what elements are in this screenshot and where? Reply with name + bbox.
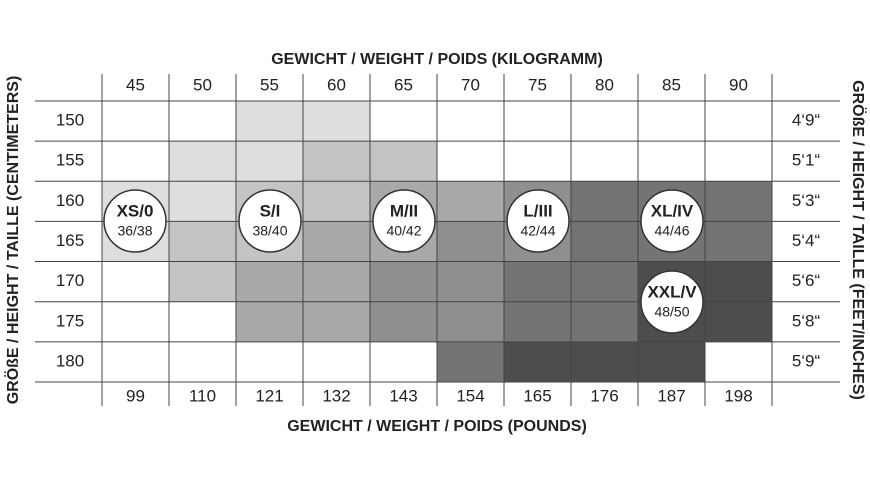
lb-label: 176 bbox=[590, 386, 618, 405]
left-title: GRÖßE / HEIGHT / TAILLE (CENTIMETERS) bbox=[3, 76, 22, 405]
size-cell bbox=[370, 301, 437, 342]
size-cell bbox=[705, 261, 772, 302]
size-cell bbox=[236, 301, 303, 342]
kg-label: 75 bbox=[528, 75, 547, 94]
size-cell bbox=[370, 141, 437, 182]
bottom-title: GEWICHT / WEIGHT / POIDS (POUNDS) bbox=[287, 418, 587, 435]
kg-label: 80 bbox=[595, 75, 614, 94]
lb-label: 154 bbox=[456, 386, 484, 405]
size-badge bbox=[640, 270, 704, 334]
lb-label: 187 bbox=[657, 386, 685, 405]
kg-label: 65 bbox=[394, 75, 413, 94]
size-cell bbox=[504, 301, 571, 342]
size-cell bbox=[370, 261, 437, 302]
size-number: 48/50 bbox=[654, 304, 689, 320]
size-name: XL/IV bbox=[651, 201, 694, 220]
size-number: 44/46 bbox=[654, 223, 689, 239]
size-cell bbox=[437, 221, 504, 262]
top-title: GEWICHT / WEIGHT / POIDS (KILOGRAMM) bbox=[271, 51, 603, 68]
size-badge bbox=[103, 189, 167, 253]
kg-label: 50 bbox=[193, 75, 212, 94]
size-cell bbox=[303, 141, 370, 182]
size-cell bbox=[303, 101, 370, 142]
size-cell bbox=[303, 221, 370, 262]
size-cell bbox=[236, 141, 303, 182]
cm-label: 175 bbox=[56, 311, 84, 330]
size-cell bbox=[303, 261, 370, 302]
cm-label: 165 bbox=[56, 231, 84, 250]
cm-label: 170 bbox=[56, 271, 84, 290]
cm-label: 150 bbox=[56, 111, 84, 130]
size-cell bbox=[169, 181, 236, 222]
size-cell bbox=[705, 221, 772, 262]
size-cell bbox=[169, 261, 236, 302]
lb-label: 198 bbox=[724, 386, 752, 405]
size-cell bbox=[236, 101, 303, 142]
size-number: 42/44 bbox=[520, 223, 555, 239]
size-badge bbox=[506, 189, 570, 253]
size-cell bbox=[169, 221, 236, 262]
ft-label: 5‘1“ bbox=[792, 151, 821, 170]
size-number: 38/40 bbox=[252, 223, 287, 239]
size-cell bbox=[236, 261, 303, 302]
ft-label: 5‘4“ bbox=[792, 231, 821, 250]
size-badge bbox=[372, 189, 436, 253]
lb-label: 165 bbox=[523, 386, 551, 405]
kg-label: 70 bbox=[461, 75, 480, 94]
size-badge bbox=[238, 189, 302, 253]
kg-label: 55 bbox=[260, 75, 279, 94]
lb-label: 121 bbox=[255, 386, 283, 405]
ft-label: 4‘9“ bbox=[792, 111, 821, 130]
size-cell bbox=[571, 341, 638, 382]
size-cell bbox=[437, 181, 504, 222]
lb-label: 110 bbox=[189, 386, 216, 405]
size-cell bbox=[705, 181, 772, 222]
size-cell bbox=[571, 261, 638, 302]
kg-label: 85 bbox=[662, 75, 681, 94]
size-cell bbox=[571, 221, 638, 262]
lb-label: 99 bbox=[126, 386, 145, 405]
right-title: GRÖßE / HEIGHT / TAILLE (FEET/INCHES) bbox=[849, 80, 868, 400]
ft-label: 5‘6“ bbox=[792, 271, 821, 290]
ft-label: 5‘9“ bbox=[792, 351, 821, 370]
size-cell bbox=[303, 301, 370, 342]
size-cell bbox=[437, 341, 504, 382]
cm-label: 160 bbox=[56, 191, 84, 210]
cm-label: 180 bbox=[56, 351, 84, 370]
size-number: 36/38 bbox=[117, 223, 152, 239]
size-cell bbox=[437, 261, 504, 302]
cm-label: 155 bbox=[56, 151, 84, 170]
size-number: 40/42 bbox=[386, 223, 421, 239]
size-cell bbox=[504, 261, 571, 302]
kg-label: 45 bbox=[126, 75, 145, 94]
ft-label: 5‘8“ bbox=[792, 311, 821, 330]
size-cell bbox=[638, 341, 705, 382]
size-name: M/II bbox=[390, 201, 418, 220]
lb-label: 132 bbox=[322, 386, 350, 405]
size-badge bbox=[640, 189, 704, 253]
size-cell bbox=[571, 301, 638, 342]
kg-label: 90 bbox=[729, 75, 748, 94]
size-cell bbox=[437, 301, 504, 342]
size-name: XS/0 bbox=[117, 201, 154, 220]
size-name: S/I bbox=[260, 201, 281, 220]
size-cell bbox=[303, 181, 370, 222]
ft-label: 5‘3“ bbox=[792, 191, 821, 210]
size-cell bbox=[571, 181, 638, 222]
size-name: L/III bbox=[523, 201, 552, 220]
size-name: XXL/V bbox=[647, 282, 697, 301]
size-cell bbox=[504, 341, 571, 382]
size-cell bbox=[169, 141, 236, 182]
size-cell bbox=[705, 301, 772, 342]
lb-label: 143 bbox=[389, 386, 417, 405]
kg-label: 60 bbox=[327, 75, 346, 94]
